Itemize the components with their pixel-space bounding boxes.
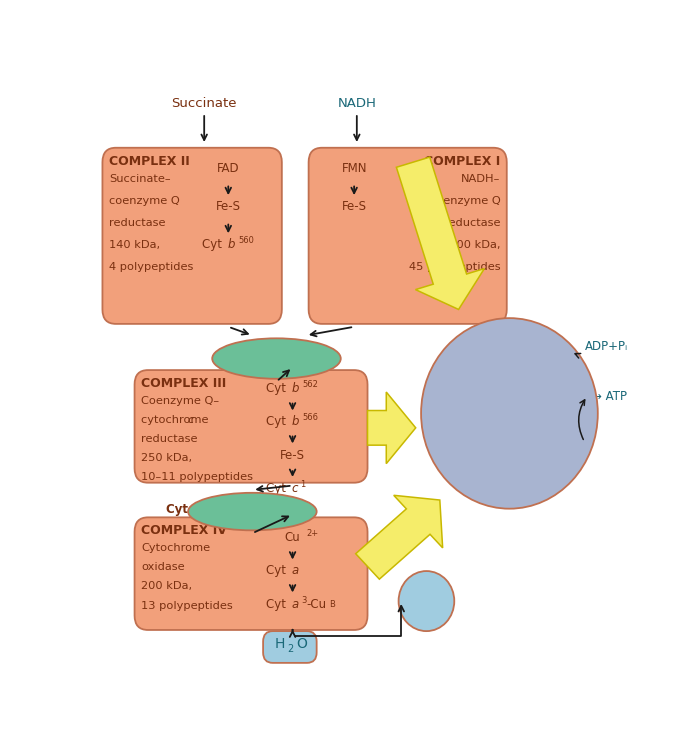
Text: FAD: FAD: [217, 162, 240, 176]
Text: Fe-S: Fe-S: [341, 200, 367, 213]
Text: oxidase: oxidase: [141, 562, 184, 572]
Circle shape: [399, 571, 454, 631]
Text: 1000 kDa,: 1000 kDa,: [442, 239, 500, 250]
Text: Cytochrome: Cytochrome: [141, 543, 210, 554]
Polygon shape: [356, 495, 443, 579]
Text: reductase: reductase: [109, 217, 165, 228]
Text: H: H: [274, 637, 285, 651]
Text: 3: 3: [301, 596, 307, 605]
Text: Cyt: Cyt: [266, 598, 290, 610]
Text: Coenzyme Q–: Coenzyme Q–: [141, 396, 219, 406]
FancyBboxPatch shape: [309, 148, 507, 324]
FancyBboxPatch shape: [135, 370, 368, 483]
Text: c: c: [292, 482, 298, 495]
Circle shape: [421, 318, 598, 509]
Text: 24–30: 24–30: [491, 430, 527, 443]
Text: a: a: [292, 598, 299, 610]
Text: Succinate: Succinate: [171, 98, 237, 110]
Text: Fe-S: Fe-S: [216, 200, 240, 213]
Text: Cyt: Cyt: [266, 416, 290, 428]
Text: COMPLEX III: COMPLEX III: [141, 377, 226, 390]
Text: 560: 560: [238, 236, 254, 245]
FancyBboxPatch shape: [263, 631, 316, 663]
Text: 1: 1: [300, 481, 305, 490]
Text: b: b: [292, 382, 299, 394]
Text: coenzyme Q: coenzyme Q: [109, 196, 180, 206]
Text: → ATP: → ATP: [592, 389, 627, 403]
Text: 45 polypeptides: 45 polypeptides: [408, 262, 500, 272]
Text: cytochrome: cytochrome: [141, 416, 212, 425]
Text: polypeptides: polypeptides: [471, 452, 547, 464]
Text: 2: 2: [287, 644, 294, 654]
Text: Coenzyme Q: Coenzyme Q: [236, 350, 317, 362]
Text: reductase: reductase: [141, 434, 198, 444]
Text: 140 kDa,: 140 kDa,: [109, 239, 160, 250]
Polygon shape: [368, 392, 416, 464]
Text: 562: 562: [302, 380, 318, 389]
Text: Cu: Cu: [285, 531, 301, 544]
Text: Cyt: Cyt: [266, 382, 290, 394]
Text: c: c: [254, 503, 261, 516]
Text: O: O: [296, 637, 307, 651]
Text: b: b: [292, 416, 299, 428]
Text: Cyt: Cyt: [266, 482, 290, 495]
Text: 250 kDa,: 250 kDa,: [141, 453, 192, 464]
Text: b: b: [227, 238, 235, 251]
Text: F₀F₁ ATP: F₀F₁ ATP: [486, 388, 533, 400]
Text: NADH: NADH: [337, 98, 377, 110]
Text: -Cu: -Cu: [306, 598, 326, 610]
Text: 13 polypeptides: 13 polypeptides: [141, 601, 233, 610]
Text: synthase: synthase: [483, 409, 536, 422]
FancyBboxPatch shape: [135, 518, 368, 630]
Text: Cytochrome: Cytochrome: [167, 503, 249, 516]
FancyBboxPatch shape: [102, 148, 282, 324]
Text: 2: 2: [435, 599, 442, 610]
Text: COMPLEX V: COMPLEX V: [468, 364, 550, 376]
Text: a: a: [292, 564, 299, 578]
Text: coenzyme Q: coenzyme Q: [430, 196, 500, 206]
Polygon shape: [397, 157, 484, 310]
Text: 566: 566: [302, 413, 318, 422]
Ellipse shape: [212, 338, 341, 379]
Text: 4 polypeptides: 4 polypeptides: [109, 262, 193, 272]
Text: Succinate–: Succinate–: [109, 174, 171, 184]
Ellipse shape: [188, 493, 316, 530]
Text: ADP+Pᵢ: ADP+Pᵢ: [585, 340, 627, 353]
Text: COMPLEX IV: COMPLEX IV: [141, 524, 227, 537]
Text: Cyt: Cyt: [202, 238, 225, 251]
Text: B: B: [329, 600, 335, 609]
Text: 200 kDa,: 200 kDa,: [141, 581, 192, 592]
Text: COMPLEX II: COMPLEX II: [109, 154, 189, 168]
Text: FMN: FMN: [341, 162, 367, 176]
Text: reductase: reductase: [444, 217, 500, 228]
Text: 10–11 polypeptides: 10–11 polypeptides: [141, 472, 253, 482]
Text: Cyt: Cyt: [266, 564, 290, 578]
Text: COMPLEX I: COMPLEX I: [424, 154, 500, 168]
Text: Fe-S: Fe-S: [280, 448, 305, 462]
Text: O: O: [417, 590, 428, 604]
Text: c: c: [187, 416, 194, 425]
Text: NADH–: NADH–: [461, 174, 500, 184]
Text: 2+: 2+: [306, 529, 318, 538]
